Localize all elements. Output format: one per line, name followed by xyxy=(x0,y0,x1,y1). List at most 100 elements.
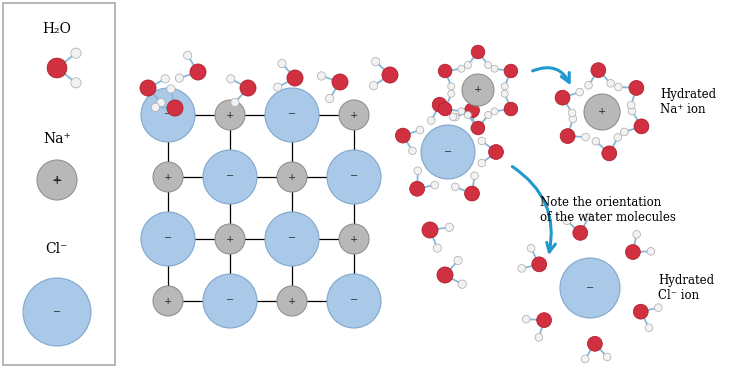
Circle shape xyxy=(464,112,472,118)
FancyArrowPatch shape xyxy=(512,167,556,252)
Circle shape xyxy=(240,80,256,96)
Circle shape xyxy=(518,265,526,272)
Circle shape xyxy=(569,109,576,117)
Circle shape xyxy=(522,315,530,323)
Circle shape xyxy=(501,83,508,90)
Circle shape xyxy=(369,81,378,90)
Circle shape xyxy=(433,244,442,252)
Circle shape xyxy=(465,186,479,201)
Circle shape xyxy=(422,222,438,238)
Circle shape xyxy=(265,212,319,266)
Circle shape xyxy=(325,94,334,103)
Circle shape xyxy=(504,64,517,78)
Circle shape xyxy=(535,333,543,341)
Text: −: − xyxy=(288,110,296,120)
Circle shape xyxy=(471,124,478,132)
Circle shape xyxy=(431,181,439,189)
Circle shape xyxy=(231,98,239,107)
Circle shape xyxy=(153,162,183,192)
Circle shape xyxy=(451,183,459,191)
Circle shape xyxy=(614,83,623,91)
Text: +: + xyxy=(164,297,172,305)
Circle shape xyxy=(161,75,170,83)
Circle shape xyxy=(277,286,307,316)
Circle shape xyxy=(458,65,465,72)
Circle shape xyxy=(153,286,183,316)
Circle shape xyxy=(647,248,655,255)
Text: −: − xyxy=(586,283,594,293)
Circle shape xyxy=(527,244,535,252)
Text: +: + xyxy=(164,173,172,181)
Circle shape xyxy=(471,121,485,135)
Circle shape xyxy=(573,226,588,240)
Circle shape xyxy=(175,74,183,82)
Circle shape xyxy=(582,133,590,141)
Circle shape xyxy=(433,97,447,112)
Circle shape xyxy=(439,64,452,78)
Circle shape xyxy=(504,102,517,116)
Circle shape xyxy=(427,117,435,124)
Circle shape xyxy=(560,258,620,318)
Circle shape xyxy=(501,90,508,97)
Text: −: − xyxy=(350,297,358,305)
Circle shape xyxy=(437,267,453,283)
Circle shape xyxy=(584,94,620,130)
Circle shape xyxy=(157,98,165,107)
Circle shape xyxy=(273,83,282,91)
Circle shape xyxy=(215,100,245,130)
Circle shape xyxy=(409,147,416,155)
Circle shape xyxy=(614,134,622,141)
Text: Cl⁻: Cl⁻ xyxy=(46,242,68,256)
Circle shape xyxy=(628,107,636,115)
Circle shape xyxy=(410,181,424,196)
Circle shape xyxy=(183,51,192,60)
Circle shape xyxy=(277,162,307,192)
Circle shape xyxy=(633,304,648,319)
Text: −: − xyxy=(164,234,172,244)
Circle shape xyxy=(629,81,644,95)
FancyArrowPatch shape xyxy=(532,68,569,82)
Circle shape xyxy=(464,61,472,68)
Circle shape xyxy=(555,90,570,105)
Text: +: + xyxy=(350,234,358,244)
Circle shape xyxy=(47,58,67,78)
Circle shape xyxy=(327,274,381,328)
Text: −: − xyxy=(350,173,358,181)
Text: +: + xyxy=(288,297,296,305)
Circle shape xyxy=(439,102,452,116)
Circle shape xyxy=(654,304,662,311)
Text: −: − xyxy=(226,297,234,305)
Circle shape xyxy=(592,138,600,145)
Circle shape xyxy=(560,129,575,144)
Text: Note the orientation
of the water molecules: Note the orientation of the water molecu… xyxy=(540,196,676,224)
Circle shape xyxy=(372,57,380,66)
Circle shape xyxy=(537,313,551,328)
Circle shape xyxy=(458,108,465,115)
Text: −: − xyxy=(288,234,296,244)
Circle shape xyxy=(591,63,606,78)
Circle shape xyxy=(484,61,492,68)
Circle shape xyxy=(287,70,303,86)
Circle shape xyxy=(203,274,257,328)
Circle shape xyxy=(421,125,475,179)
Circle shape xyxy=(141,88,195,142)
Circle shape xyxy=(37,160,77,200)
Circle shape xyxy=(23,278,91,346)
Circle shape xyxy=(382,67,398,83)
Circle shape xyxy=(471,45,485,59)
Circle shape xyxy=(445,223,454,231)
Text: −: − xyxy=(164,110,172,120)
FancyBboxPatch shape xyxy=(3,3,115,365)
Circle shape xyxy=(491,108,498,115)
Circle shape xyxy=(339,224,369,254)
Circle shape xyxy=(454,256,462,265)
Circle shape xyxy=(633,231,641,238)
Text: +: + xyxy=(598,107,606,117)
Circle shape xyxy=(484,112,492,118)
Text: −: − xyxy=(444,148,452,156)
Circle shape xyxy=(576,88,584,96)
Circle shape xyxy=(532,257,547,272)
Text: H₂O: H₂O xyxy=(43,22,71,36)
Circle shape xyxy=(491,65,498,72)
Circle shape xyxy=(581,355,589,363)
